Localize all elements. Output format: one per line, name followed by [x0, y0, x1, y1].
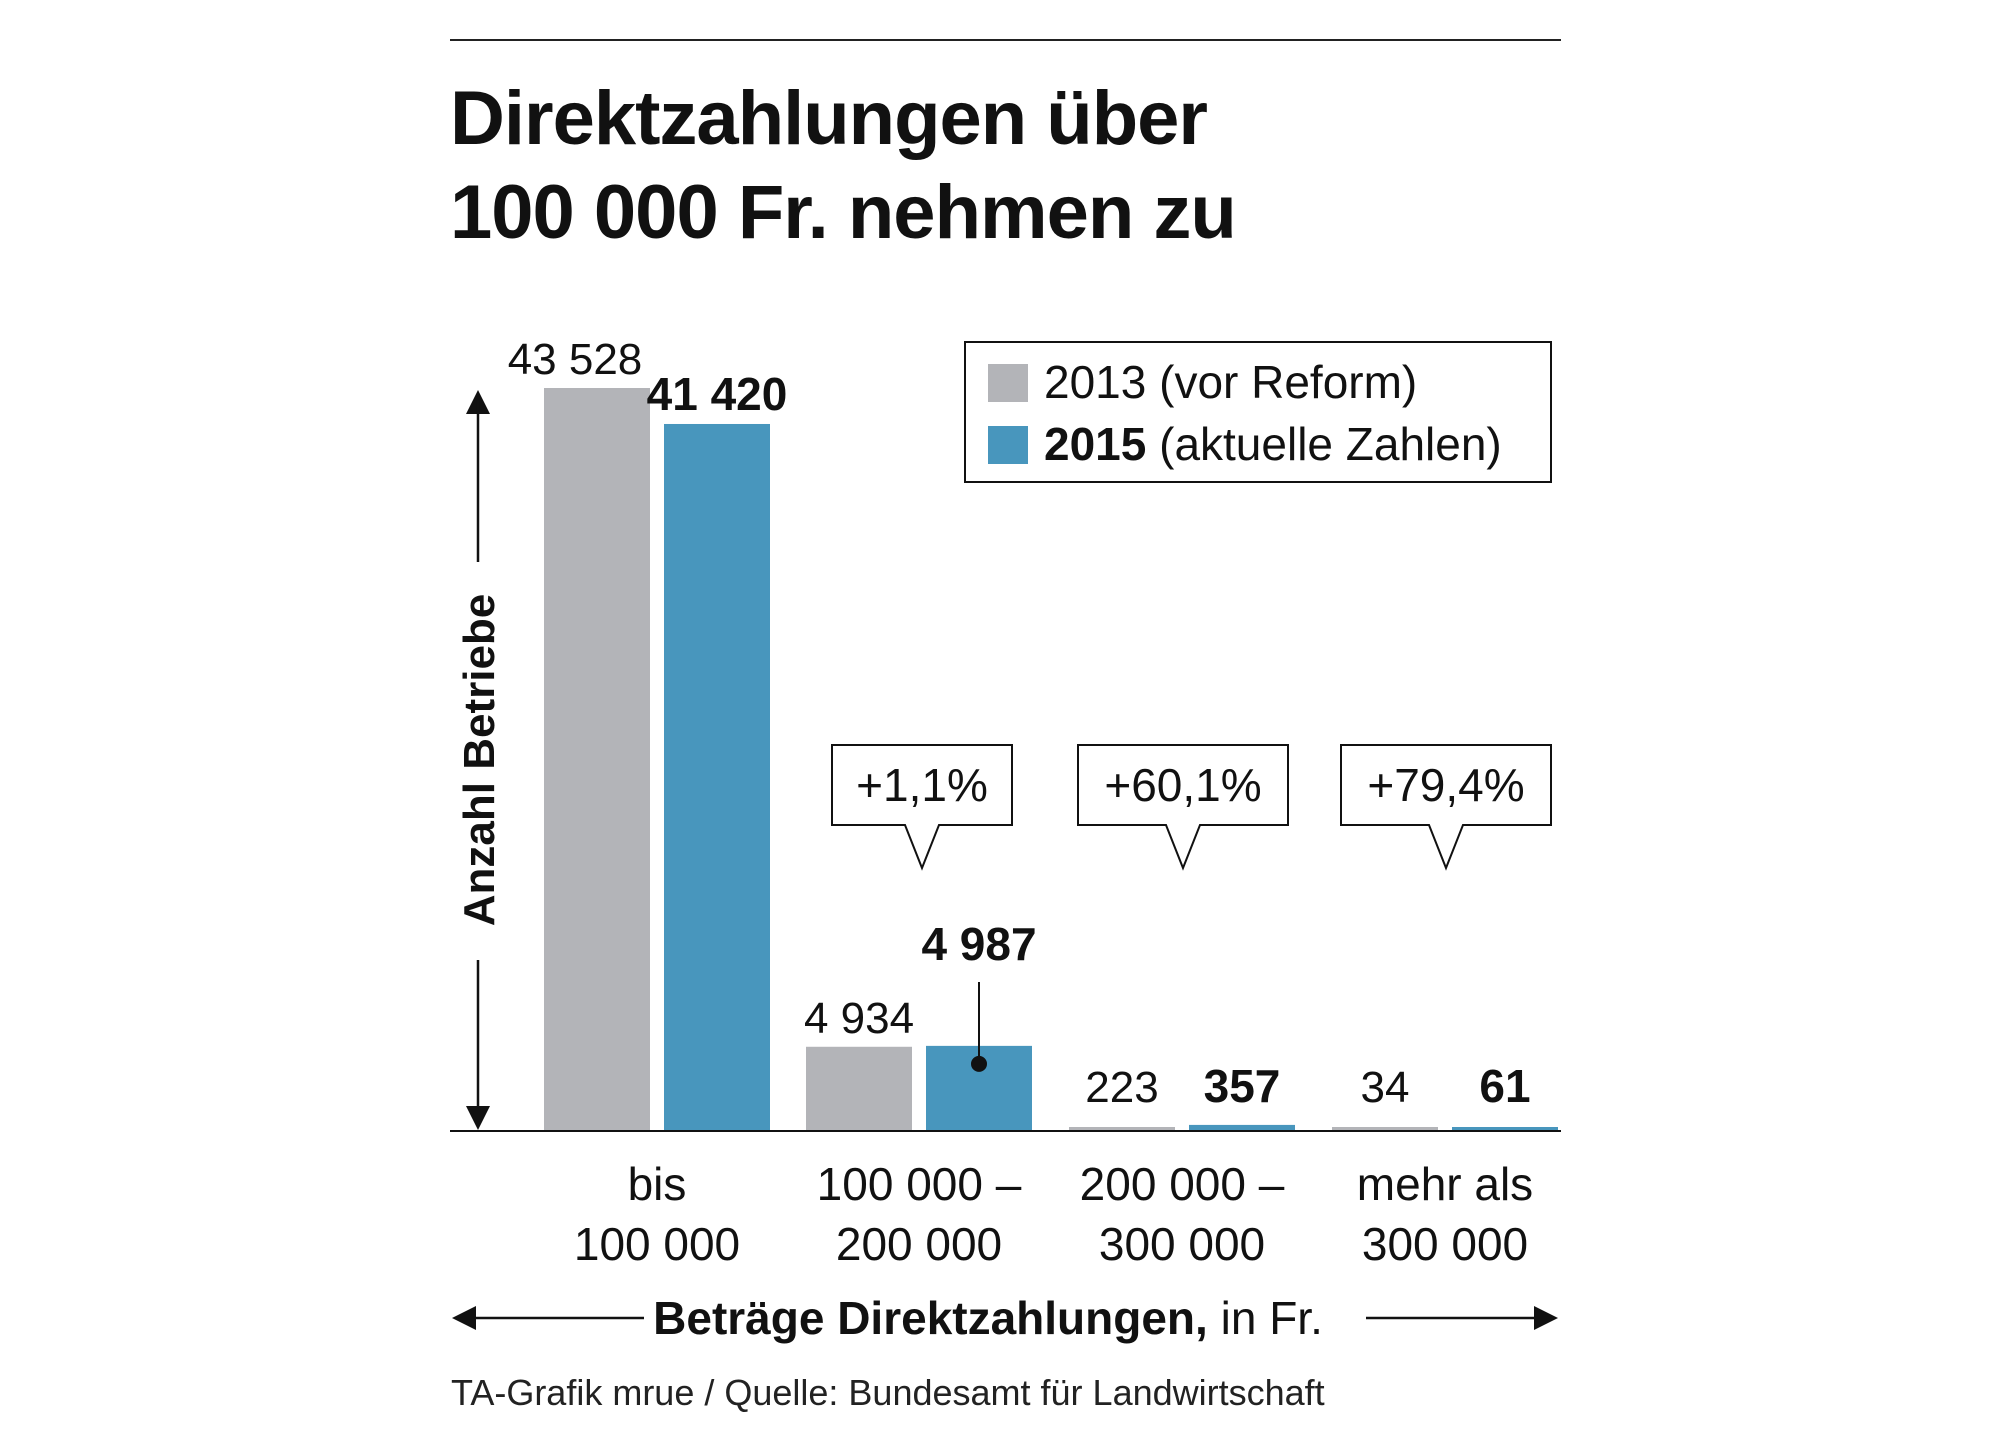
- category-label-3-line-2: 300 000: [1362, 1218, 1528, 1270]
- x-axis-title: Beträge Direktzahlungen, in Fr.: [653, 1292, 1323, 1344]
- x-axis-title-rest: in Fr.: [1208, 1292, 1323, 1344]
- annotation-callout-1: [1077, 744, 1289, 871]
- y-axis: Anzahl Betriebe: [455, 390, 504, 1130]
- value-label-2013-cat-1: 4 934: [804, 994, 914, 1043]
- category-label-2-line-1: 200 000 –: [1080, 1158, 1285, 1210]
- annotation-text-0: +1,1%: [856, 759, 988, 811]
- bar-2013-cat-0: [544, 388, 650, 1131]
- legend-label-2013: 2013 (vor Reform): [1044, 356, 1417, 408]
- bar-2013-cat-1: [806, 1046, 912, 1131]
- y-axis-title: Anzahl Betriebe: [455, 594, 504, 927]
- annotations-group: +1,1% +60,1% +79,4%: [831, 744, 1552, 871]
- legend-swatch-2015: [988, 426, 1028, 464]
- bars-group: [544, 388, 1558, 1132]
- chart-title-line-1: Direktzahlungen über: [450, 76, 1208, 161]
- category-label-0-line-1: bis: [628, 1158, 687, 1210]
- legend-label-year: 2015: [1044, 418, 1146, 470]
- annotation-text-1: +60,1%: [1104, 759, 1261, 811]
- value-label-2013-cat-2: 223: [1085, 1063, 1158, 1112]
- legend-box: [964, 341, 1552, 483]
- category-label-1-line-1: 100 000 –: [817, 1158, 1022, 1210]
- value-label-2013-cat-3: 34: [1361, 1063, 1410, 1112]
- value-label-2015-cat-1: 4 987: [921, 918, 1036, 970]
- category-label-0-line-2: 100 000: [574, 1218, 740, 1270]
- x-axis-title-bold: Beträge Direktzahlungen,: [653, 1292, 1208, 1344]
- x-axis-arrow-left-icon: [452, 1306, 476, 1330]
- source-note: TA-Grafik mrue / Quelle: Bundesamt für L…: [451, 1372, 1325, 1413]
- value-label-2015-cat-2: 357: [1204, 1060, 1281, 1112]
- value-label-2015-cat-0: 41 420: [647, 368, 788, 420]
- x-axis: bis 100 000 100 000 – 200 000 200 000 – 300 0…: [450, 1130, 1561, 1344]
- annotation-text-2: +79,4%: [1367, 759, 1524, 811]
- category-label-3-line-1: mehr als: [1357, 1158, 1533, 1210]
- legend: 2013 (vor Reform)2015 (aktuelle Zahlen): [964, 341, 1552, 483]
- category-label-1-line-2: 200 000: [836, 1218, 1002, 1270]
- value-labels-group: 43 528 4 934 223 34 41 420 4 987 357 61: [508, 335, 1531, 1112]
- y-axis-arrow-down-icon: [466, 1106, 490, 1130]
- legend-label-desc: (aktuelle Zahlen): [1146, 418, 1501, 470]
- value-label-2015-cat-3: 61: [1479, 1060, 1530, 1112]
- annotation-callout-2: [1340, 744, 1552, 871]
- legend-label-desc: (vor Reform): [1146, 356, 1417, 408]
- bar-2013-cat-3: [1332, 1127, 1438, 1131]
- bar-2013-cat-2: [1069, 1127, 1175, 1131]
- bar-2015-cat-0: [664, 423, 770, 1132]
- annotation-callout-0: [831, 744, 1013, 871]
- chart-title: Direktzahlungen über 100 000 Fr. nehmen …: [450, 72, 1237, 260]
- chart-title-line-2: 100 000 Fr. nehmen zu: [450, 170, 1237, 255]
- legend-label-2015: 2015 (aktuelle Zahlen): [1044, 418, 1502, 470]
- legend-label-year: 2013: [1044, 356, 1146, 408]
- legend-swatch-2013: [988, 364, 1028, 402]
- bar-2015-cat-2: [1189, 1124, 1295, 1131]
- bar-2015-cat-3: [1452, 1127, 1558, 1131]
- value-label-2013-cat-0: 43 528: [508, 335, 643, 384]
- x-axis-arrow-right-icon: [1534, 1306, 1558, 1330]
- category-label-2-line-2: 300 000: [1099, 1218, 1265, 1270]
- leader-dot: [971, 1055, 987, 1072]
